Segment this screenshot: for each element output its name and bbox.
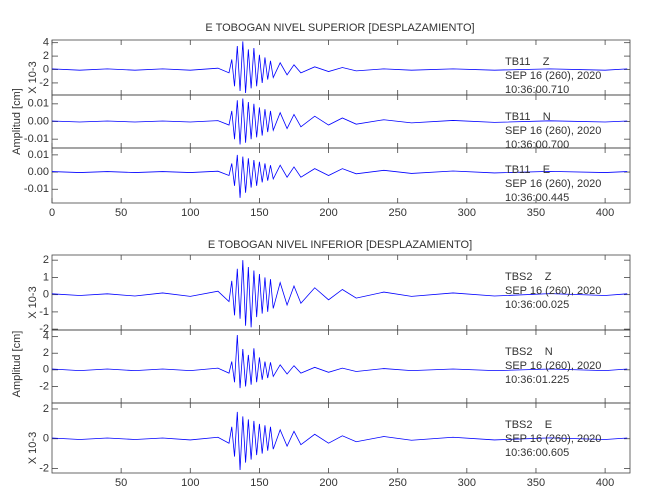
x-tick-label: 300 <box>458 207 476 219</box>
trace-annotation: 10:36:01.225 <box>505 374 569 386</box>
x-tick-label: 150 <box>250 207 268 219</box>
x-tick-label: 50 <box>115 207 127 219</box>
x-tick-label: 350 <box>527 207 545 219</box>
trace-annotation: TBS2 N <box>505 346 553 358</box>
trace-annotation: 10:36:00.605 <box>505 447 569 459</box>
trace-annotation: SEP 16 (260), 2020 <box>505 125 601 137</box>
trace-annotation: SEP 16 (260), 2020 <box>505 360 601 372</box>
x-tick-label: 200 <box>319 477 337 489</box>
y-tick-label: 4 <box>43 37 49 49</box>
trace-annotation: TB11 N <box>505 111 551 123</box>
y-tick-label: 0.00 <box>28 166 49 178</box>
y-tick-label: 2 <box>43 254 49 266</box>
panel-frame <box>51 147 631 204</box>
x-tick-label: 300 <box>458 477 476 489</box>
trace-annotation: 10:36:00.025 <box>505 299 569 311</box>
x-tick-label: 350 <box>527 477 545 489</box>
y-tick-label: 0 <box>43 433 49 445</box>
waveform <box>51 98 628 145</box>
y-multiplier: X 10-3 <box>27 61 39 93</box>
x-tick-label: 400 <box>596 477 614 489</box>
y-tick-label: -2 <box>39 323 49 335</box>
y-tick-label: 0 <box>43 364 49 376</box>
x-tick-label: 150 <box>250 477 268 489</box>
y-tick-label: -2 <box>39 77 49 89</box>
x-tick-label: 250 <box>389 477 407 489</box>
y-tick-label: -1 <box>39 306 49 318</box>
x-tick-label: 50 <box>115 477 127 489</box>
y-tick-label: -0.01 <box>24 133 49 145</box>
waveform <box>51 260 628 328</box>
x-tick-label: 250 <box>389 207 407 219</box>
trace-annotation: 10:36:00.710 <box>505 84 569 96</box>
trace-annotation: TBS2 E <box>505 419 552 431</box>
waveform <box>51 41 628 94</box>
y-axis-label: Amplitud [cm] <box>11 331 23 398</box>
trace-annotation: 10:36:00.700 <box>505 139 569 151</box>
trace-annotation: SEP 16 (260), 2020 <box>505 178 601 190</box>
y-tick-label: 2 <box>43 347 49 359</box>
waveform <box>51 334 628 389</box>
chart-title: E TOBOGAN NIVEL INFERIOR [DESPLAZAMIENTO… <box>208 239 472 251</box>
y-tick-label: 0 <box>43 289 49 301</box>
y-multiplier: X 10-3 <box>27 432 39 464</box>
y-axis-label: Amplitud [cm] <box>11 88 23 155</box>
x-tick-label: 400 <box>596 207 614 219</box>
trace-annotation: SEP 16 (260), 2020 <box>505 70 601 82</box>
y-tick-label: -2 <box>39 380 49 392</box>
x-tick-label: 0 <box>49 207 55 219</box>
y-tick-label: -0.01 <box>24 183 49 195</box>
y-tick-label: 0 <box>43 63 49 75</box>
trace-annotation: TB11 Z <box>505 56 550 68</box>
y-tick-label: -2 <box>39 462 49 474</box>
y-tick-label: 0.01 <box>28 149 49 161</box>
x-tick-label: 100 <box>181 477 199 489</box>
waveform <box>51 411 628 471</box>
trace-annotation: SEP 16 (260), 2020 <box>505 285 601 297</box>
y-tick-label: 0.00 <box>28 115 49 127</box>
waveform <box>51 154 628 198</box>
y-multiplier: X 10-3 <box>27 286 39 318</box>
x-tick-label: 100 <box>181 207 199 219</box>
x-tick-label: 200 <box>319 207 337 219</box>
trace-annotation: 10:36:00.445 <box>505 192 569 204</box>
trace-annotation: TBS2 Z <box>505 271 552 283</box>
trace-annotation: TB11 E <box>505 164 550 176</box>
y-tick-label: 0.01 <box>28 98 49 110</box>
y-tick-label: 1 <box>43 271 49 283</box>
y-tick-label: 2 <box>43 50 49 62</box>
trace-annotation: SEP 16 (260), 2020 <box>505 433 601 445</box>
y-tick-label: 4 <box>43 331 49 343</box>
y-tick-label: 2 <box>43 403 49 415</box>
chart-title: E TOBOGAN NIVEL SUPERIOR [DESPLAZAMIENTO… <box>205 22 474 34</box>
